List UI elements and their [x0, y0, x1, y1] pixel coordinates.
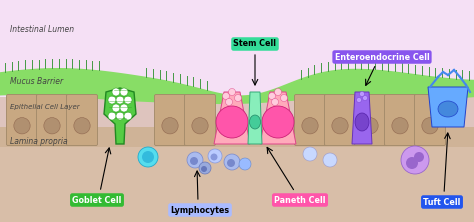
Circle shape — [281, 95, 288, 101]
Circle shape — [108, 112, 116, 120]
Polygon shape — [0, 68, 474, 104]
Text: Tuft Cell: Tuft Cell — [423, 198, 461, 206]
Polygon shape — [214, 92, 250, 144]
Circle shape — [138, 147, 158, 167]
Circle shape — [239, 158, 251, 170]
Circle shape — [187, 152, 203, 168]
Circle shape — [208, 149, 222, 163]
Circle shape — [262, 106, 294, 138]
Polygon shape — [260, 92, 296, 144]
Circle shape — [116, 112, 124, 120]
Circle shape — [226, 99, 233, 105]
FancyBboxPatch shape — [184, 95, 216, 145]
Circle shape — [302, 118, 318, 134]
Ellipse shape — [355, 113, 369, 131]
Circle shape — [406, 157, 418, 169]
Circle shape — [359, 91, 365, 97]
Circle shape — [268, 93, 275, 99]
Circle shape — [192, 118, 208, 134]
FancyBboxPatch shape — [384, 95, 416, 145]
Circle shape — [227, 159, 235, 167]
Circle shape — [363, 95, 367, 101]
Circle shape — [422, 118, 438, 134]
Circle shape — [216, 106, 248, 138]
Circle shape — [162, 118, 178, 134]
Circle shape — [224, 154, 240, 170]
Polygon shape — [0, 97, 474, 147]
Text: Lamina propria: Lamina propria — [10, 137, 68, 147]
Circle shape — [120, 88, 128, 96]
Circle shape — [142, 151, 154, 163]
Circle shape — [414, 152, 424, 162]
Circle shape — [303, 147, 317, 161]
Circle shape — [222, 93, 229, 99]
Circle shape — [116, 96, 124, 104]
FancyBboxPatch shape — [155, 95, 185, 145]
FancyBboxPatch shape — [36, 95, 67, 145]
Circle shape — [235, 95, 241, 101]
Circle shape — [14, 118, 30, 134]
Circle shape — [108, 96, 116, 104]
Circle shape — [44, 118, 60, 134]
Ellipse shape — [438, 101, 458, 117]
Circle shape — [356, 97, 362, 103]
FancyBboxPatch shape — [7, 95, 37, 145]
Circle shape — [112, 88, 120, 96]
Polygon shape — [428, 87, 468, 127]
FancyBboxPatch shape — [414, 95, 446, 145]
Circle shape — [362, 118, 378, 134]
Circle shape — [124, 112, 132, 120]
Circle shape — [120, 104, 128, 112]
Text: Intestinal Lumen: Intestinal Lumen — [10, 26, 74, 34]
Text: Epithelial Cell Layer: Epithelial Cell Layer — [10, 104, 80, 110]
Circle shape — [199, 162, 211, 174]
FancyBboxPatch shape — [325, 95, 356, 145]
FancyBboxPatch shape — [66, 95, 98, 145]
Circle shape — [228, 89, 236, 95]
Circle shape — [392, 118, 408, 134]
Circle shape — [74, 118, 90, 134]
Ellipse shape — [249, 115, 261, 129]
Circle shape — [401, 146, 429, 174]
Circle shape — [210, 153, 218, 161]
FancyBboxPatch shape — [355, 95, 385, 145]
FancyBboxPatch shape — [294, 95, 326, 145]
Circle shape — [112, 104, 120, 112]
Circle shape — [332, 118, 348, 134]
Polygon shape — [0, 127, 474, 222]
Polygon shape — [248, 92, 262, 144]
Polygon shape — [352, 92, 372, 144]
Circle shape — [272, 99, 279, 105]
Polygon shape — [104, 88, 136, 144]
Circle shape — [124, 96, 132, 104]
Text: Goblet Cell: Goblet Cell — [73, 196, 122, 204]
Text: Mucus Barrier: Mucus Barrier — [10, 77, 63, 87]
Circle shape — [323, 153, 337, 167]
Text: Paneth Cell: Paneth Cell — [274, 196, 326, 204]
Circle shape — [274, 89, 282, 95]
Text: Stem Cell: Stem Cell — [234, 40, 276, 48]
Circle shape — [201, 166, 207, 172]
Circle shape — [190, 157, 198, 165]
Text: Lymphocytes: Lymphocytes — [171, 206, 229, 214]
Text: Enteroendocrine Cell: Enteroendocrine Cell — [335, 52, 429, 61]
